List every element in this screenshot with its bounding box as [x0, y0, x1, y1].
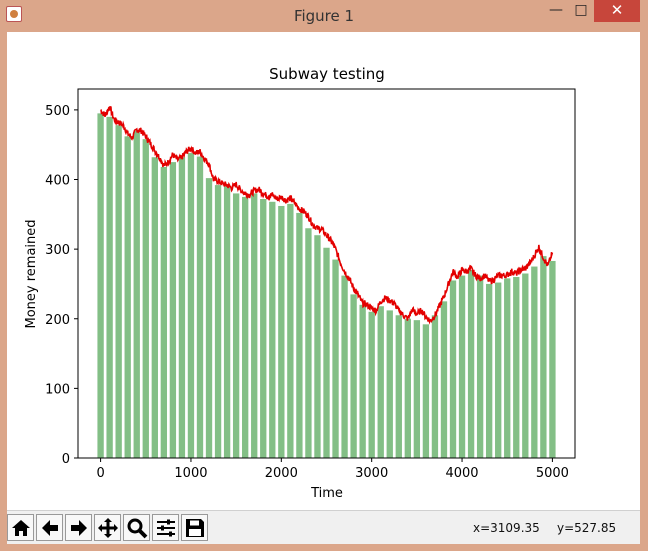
- forward-arrow-icon: [70, 519, 87, 536]
- chart-svg: Subway testing 0 1000 2000 3000 4000 5000 0 10…: [24, 65, 576, 501]
- bar: [413, 320, 421, 458]
- x-axis-label: Time: [310, 486, 343, 501]
- bar: [223, 186, 231, 458]
- y-axis-label: Money remained: [24, 219, 39, 328]
- bar: [269, 201, 276, 459]
- y-tick-label: 0: [62, 452, 70, 467]
- bar: [368, 311, 375, 458]
- bar: [422, 324, 430, 458]
- bar: [531, 266, 538, 458]
- x-axis-ticks: 0 1000 2000 3000 4000 5000: [96, 458, 569, 481]
- bar: [232, 193, 240, 458]
- title-bar[interactable]: Figure 1 — □ ✕: [0, 0, 648, 32]
- bar: [160, 166, 168, 459]
- x-tick-label: 1000: [174, 466, 207, 481]
- bar: [169, 162, 177, 458]
- configure-subplots-icon: [156, 519, 175, 536]
- back-arrow-icon: [41, 519, 58, 536]
- bar: [287, 203, 294, 458]
- bar: [251, 193, 258, 458]
- home-icon: [11, 519, 30, 536]
- subplots-button[interactable]: [152, 514, 179, 541]
- bar: [359, 304, 366, 458]
- bar: [404, 318, 411, 458]
- save-button[interactable]: [181, 514, 208, 541]
- cursor-y-readout: y=527.85: [557, 521, 617, 535]
- navigation-toolbar: x=3109.35 y=527.85: [7, 510, 640, 544]
- pan-button[interactable]: [94, 514, 121, 541]
- bar: [133, 130, 140, 458]
- bar: [476, 275, 484, 458]
- minimize-button[interactable]: —: [549, 2, 563, 18]
- bar: [97, 113, 104, 459]
- bar: [314, 235, 321, 458]
- bar: [178, 157, 186, 458]
- bar: [341, 275, 348, 458]
- bar-series: [97, 113, 556, 459]
- bar: [323, 247, 330, 458]
- bar: [467, 270, 475, 458]
- zoom-magnifier-icon: [127, 518, 147, 538]
- bar: [431, 315, 439, 458]
- forward-button[interactable]: [65, 514, 92, 541]
- maximize-button[interactable]: □: [574, 2, 588, 18]
- cursor-x-readout: x=3109.35: [473, 521, 540, 535]
- money-line: [100, 106, 554, 325]
- bar: [187, 153, 195, 459]
- bar: [386, 310, 393, 458]
- back-button[interactable]: [36, 514, 63, 541]
- y-tick-label: 100: [45, 382, 70, 397]
- bar: [540, 256, 547, 458]
- bar: [278, 205, 285, 458]
- close-button[interactable]: ✕: [594, 0, 640, 22]
- bar: [485, 283, 493, 458]
- bar: [305, 228, 312, 458]
- bar: [504, 278, 511, 458]
- bar: [214, 185, 222, 458]
- bar: [495, 282, 502, 458]
- bar: [260, 199, 267, 458]
- bar: [332, 259, 339, 458]
- bar: [350, 294, 357, 458]
- x-tick-label: 2000: [265, 466, 298, 481]
- bar: [549, 260, 556, 458]
- x-tick-label: 0: [96, 466, 104, 481]
- window-title: Figure 1: [293, 7, 355, 25]
- bar: [151, 157, 158, 458]
- zoom-button[interactable]: [123, 514, 150, 541]
- chart-title: Subway testing: [269, 65, 385, 83]
- y-tick-label: 300: [45, 243, 70, 258]
- bar: [242, 196, 249, 459]
- bar: [296, 212, 303, 458]
- bar: [205, 178, 213, 458]
- bar: [522, 273, 529, 458]
- bar: [377, 306, 384, 458]
- home-button[interactable]: [7, 514, 34, 541]
- y-tick-label: 400: [45, 174, 70, 189]
- bar: [458, 275, 466, 458]
- bar: [196, 156, 204, 458]
- bar: [513, 276, 520, 458]
- figure-client-area: Subway testing 0 1000 2000 3000 4000 5000 0 10…: [7, 32, 640, 544]
- bar: [124, 136, 131, 458]
- figure-canvas[interactable]: Subway testing 0 1000 2000 3000 4000 5000 0 10…: [7, 32, 640, 510]
- bar: [440, 301, 448, 458]
- bar: [115, 125, 122, 458]
- x-tick-label: 5000: [536, 466, 569, 481]
- matplotlib-app-icon: [6, 6, 22, 22]
- x-tick-label: 3000: [355, 466, 388, 481]
- bar: [142, 139, 149, 458]
- axes-frame: [77, 88, 576, 459]
- save-floppy-icon: [185, 518, 204, 537]
- bar: [395, 315, 402, 458]
- bar: [449, 280, 457, 458]
- pan-move-icon: [97, 517, 118, 538]
- bar: [106, 116, 113, 458]
- y-tick-label: 200: [45, 313, 70, 328]
- y-tick-label: 500: [45, 104, 70, 119]
- y-axis-ticks: 0 100 200 300 400 500: [45, 104, 78, 467]
- x-tick-label: 4000: [445, 466, 478, 481]
